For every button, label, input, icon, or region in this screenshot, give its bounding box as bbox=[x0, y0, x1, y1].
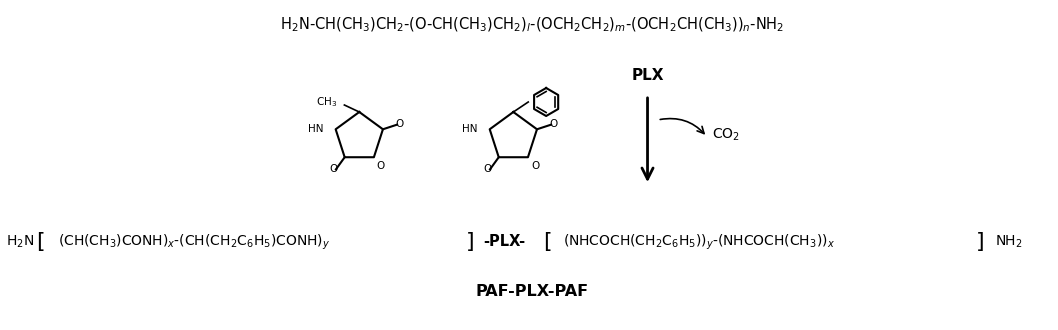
Text: ]: ] bbox=[975, 232, 984, 252]
Text: O: O bbox=[330, 164, 339, 174]
Text: O: O bbox=[484, 164, 492, 174]
Text: PLX: PLX bbox=[632, 68, 663, 82]
Text: ]: ] bbox=[466, 232, 474, 252]
Text: O: O bbox=[549, 119, 558, 129]
Text: NH$_2$: NH$_2$ bbox=[996, 234, 1023, 250]
Text: HN: HN bbox=[308, 124, 324, 134]
Text: H$_2$N: H$_2$N bbox=[6, 234, 34, 250]
Text: O: O bbox=[377, 161, 385, 171]
Text: O: O bbox=[531, 161, 540, 171]
Text: [: [ bbox=[36, 232, 44, 252]
Text: (NHCOCH(CH$_2$C$_6$H$_5$))$_y$-(NHCOCH(CH$_3$))$_x$: (NHCOCH(CH$_2$C$_6$H$_5$))$_y$-(NHCOCH(C… bbox=[563, 232, 835, 252]
Text: H$_2$N-CH(CH$_3$)CH$_2$-(O-CH(CH$_3$)CH$_2$)$_l$-(OCH$_2$CH$_2$)$_m$-(OCH$_2$CH(: H$_2$N-CH(CH$_3$)CH$_2$-(O-CH(CH$_3$)CH$… bbox=[280, 16, 784, 34]
Text: [: [ bbox=[543, 232, 552, 252]
Text: PAF-PLX-PAF: PAF-PLX-PAF bbox=[476, 284, 589, 300]
Text: HN: HN bbox=[462, 124, 478, 134]
Text: O: O bbox=[395, 119, 403, 129]
Text: $\mathregular{CH_3}$: $\mathregular{CH_3}$ bbox=[316, 95, 338, 109]
Text: (CH(CH$_3$)CONH)$_x$-(CH(CH$_2$C$_6$H$_5$)CONH)$_y$: (CH(CH$_3$)CONH)$_x$-(CH(CH$_2$C$_6$H$_5… bbox=[58, 232, 330, 252]
Text: -PLX-: -PLX- bbox=[484, 235, 526, 249]
Text: CO$_2$: CO$_2$ bbox=[712, 127, 741, 143]
